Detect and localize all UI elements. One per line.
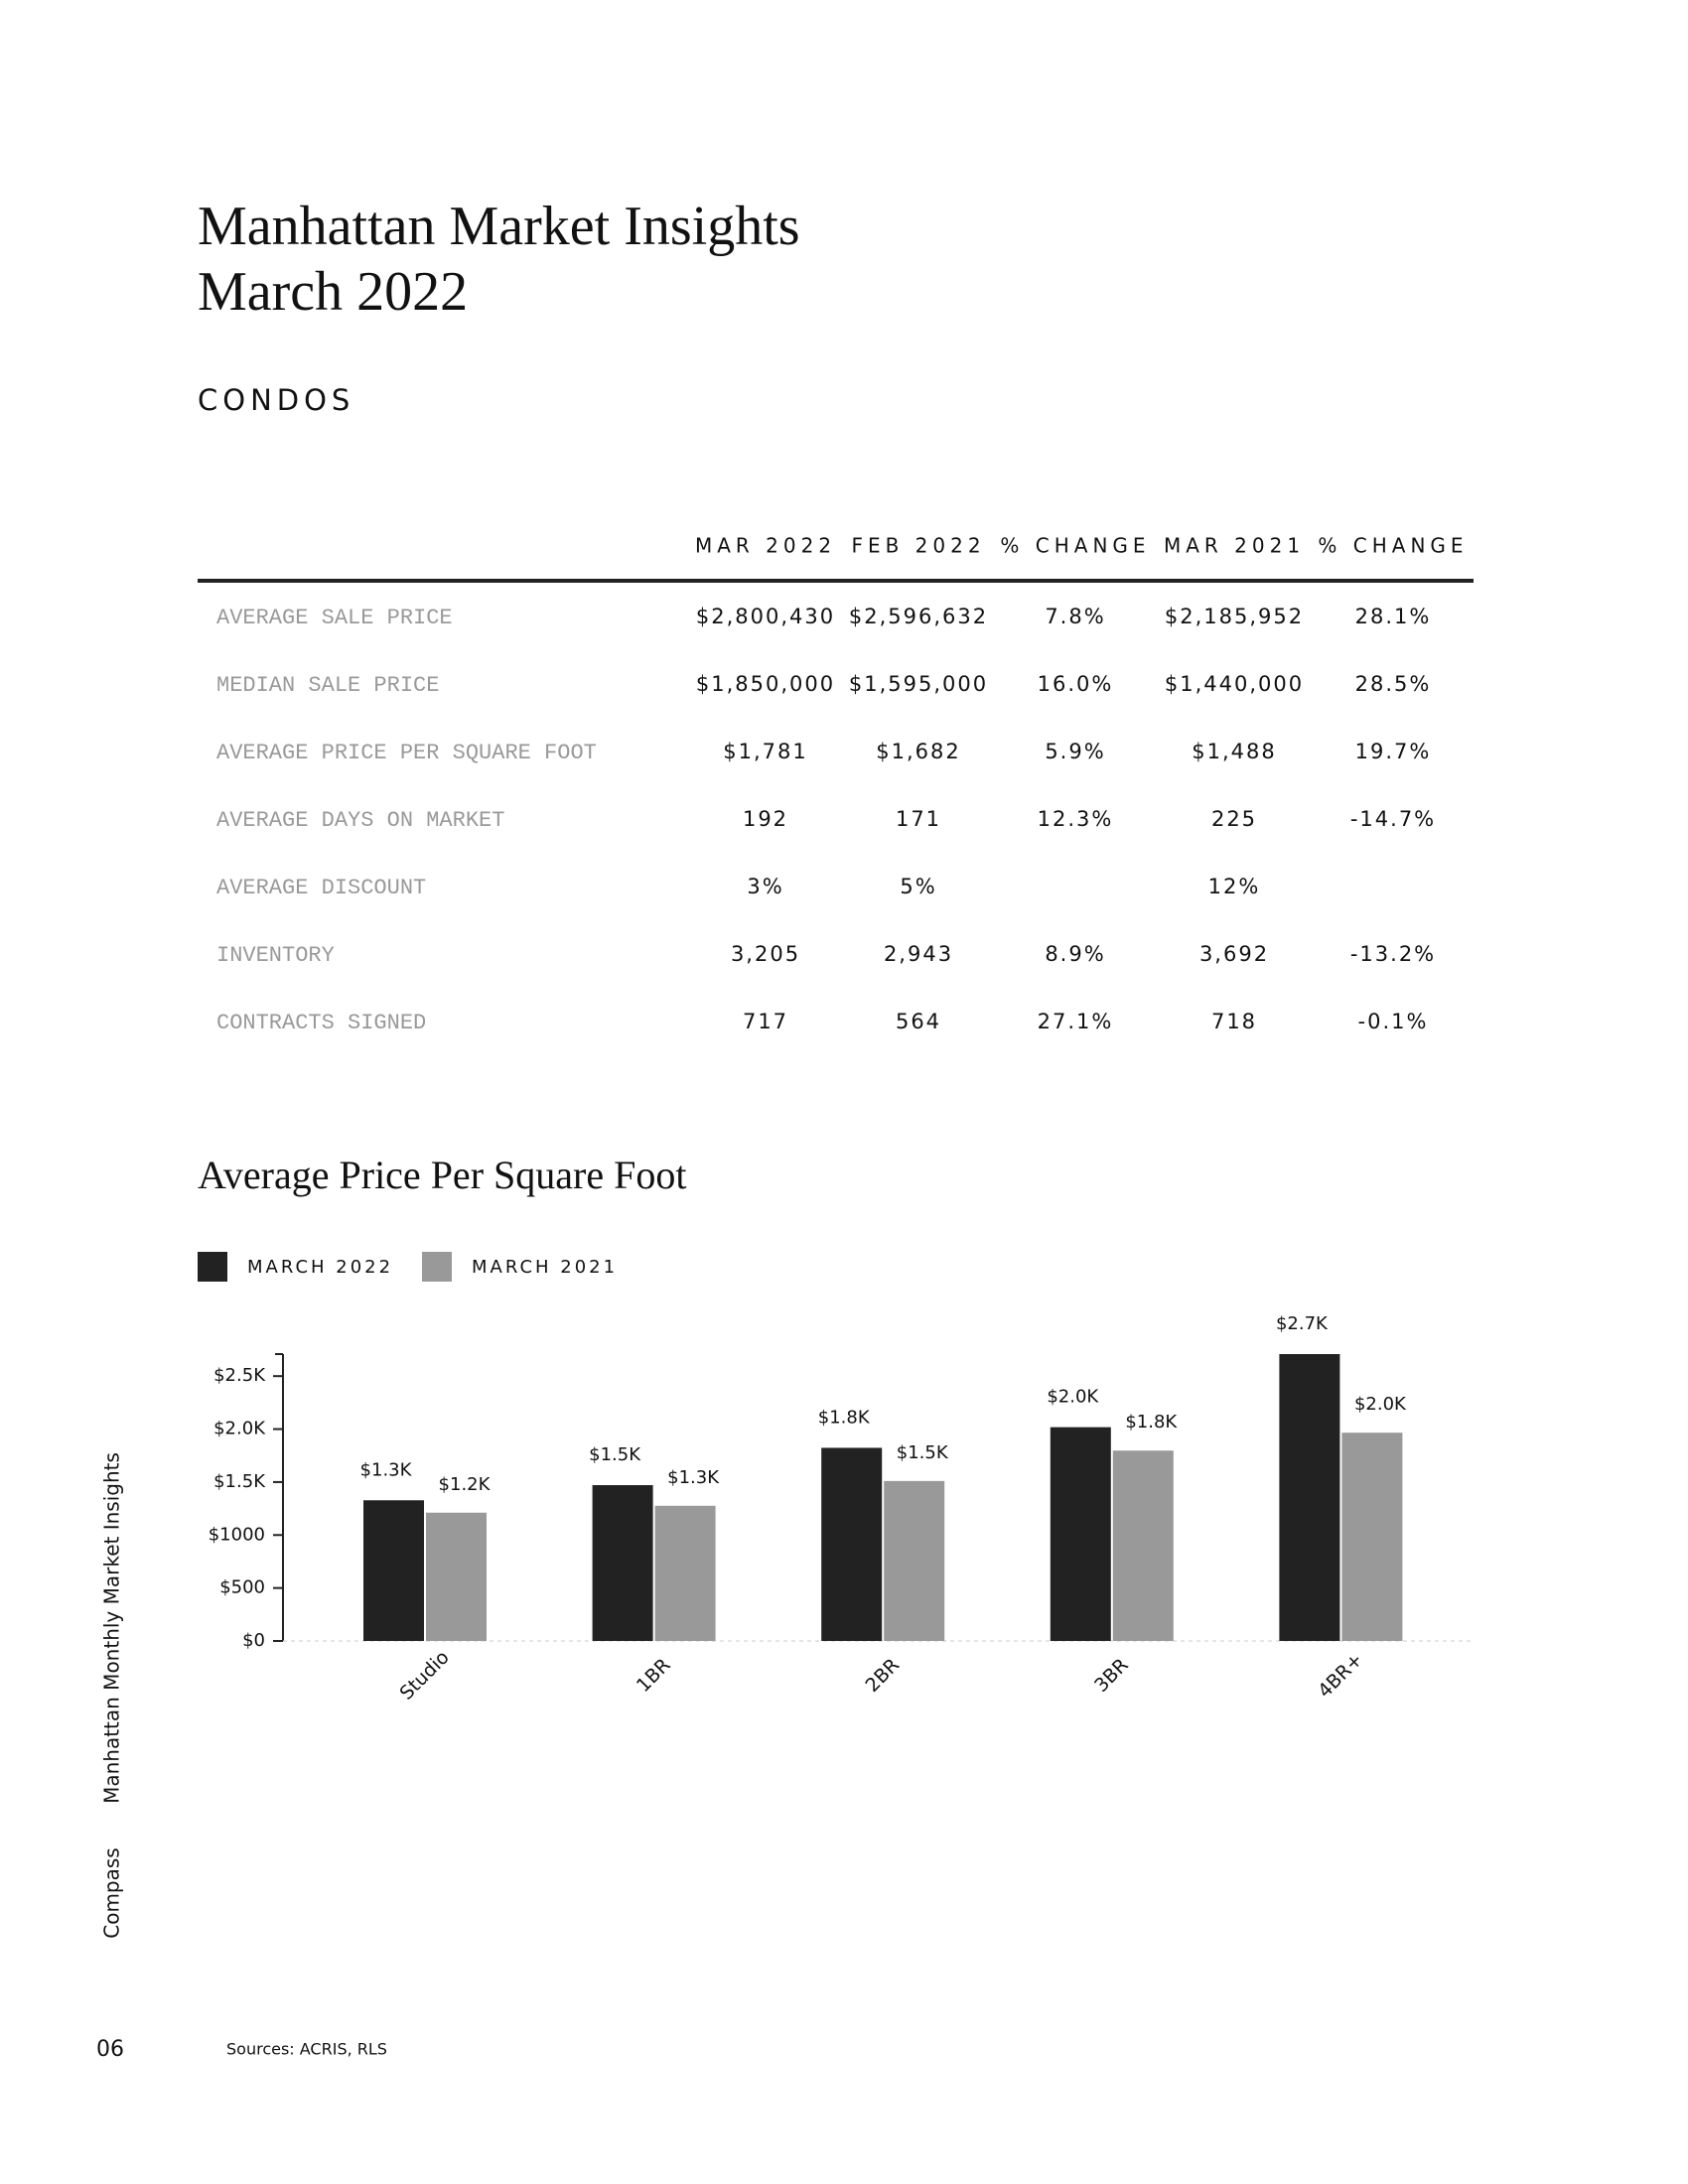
- cell: -0.1%: [1358, 1010, 1429, 1033]
- cell: 27.1%: [1038, 1010, 1114, 1033]
- y-tick-label: $0: [242, 1630, 265, 1651]
- value-label: $1.5K: [589, 1444, 641, 1465]
- row-label: AVERAGE DAYS ON MARKET: [216, 808, 504, 833]
- cell: -13.2%: [1350, 942, 1436, 966]
- value-label: $1.8K: [1125, 1412, 1178, 1433]
- row-label: AVERAGE PRICE PER SQUARE FOOT: [216, 741, 597, 765]
- cell: $2,596,632: [849, 605, 988, 628]
- row-label: AVERAGE SALE PRICE: [216, 606, 453, 630]
- cell: -14.7%: [1350, 807, 1436, 831]
- value-label: $2.0K: [1047, 1387, 1099, 1408]
- cell: $1,440,000: [1165, 672, 1304, 696]
- cell: 28.1%: [1355, 605, 1432, 628]
- x-tick-label: Studio: [395, 1646, 453, 1704]
- title: March 2022: [198, 261, 468, 323]
- x-tick-label: 3BR: [1090, 1654, 1133, 1697]
- page-number: 06: [96, 2037, 124, 2062]
- bar: [884, 1480, 945, 1641]
- bar: [1112, 1450, 1174, 1641]
- y-tick-label: $500: [219, 1577, 265, 1598]
- bar: [1341, 1433, 1403, 1641]
- column-header: % CHANGE: [1318, 534, 1468, 558]
- cell: 171: [896, 807, 941, 831]
- cell: 5%: [900, 875, 936, 898]
- x-tick-label: 4BR+: [1314, 1649, 1367, 1703]
- value-label: $2.7K: [1276, 1313, 1329, 1334]
- value-label: $1.3K: [667, 1467, 720, 1488]
- value-label: $1.2K: [439, 1474, 492, 1495]
- y-tick-label: $2.0K: [213, 1419, 266, 1439]
- cell: 717: [743, 1010, 788, 1033]
- row-label: INVENTORY: [216, 943, 335, 968]
- cell: 12.3%: [1038, 807, 1114, 831]
- x-tick-label: 2BR: [862, 1654, 905, 1697]
- legend-swatch: [198, 1252, 227, 1282]
- bar: [821, 1447, 883, 1641]
- column-header: % CHANGE: [1000, 534, 1150, 558]
- value-label: $2.0K: [1354, 1394, 1407, 1415]
- value-label: $1.8K: [818, 1407, 871, 1428]
- row-label: MEDIAN SALE PRICE: [216, 673, 439, 698]
- cell: 564: [896, 1010, 941, 1033]
- sidebar-text: Manhattan Monthly Market Insights: [100, 1452, 124, 1804]
- column-header: MAR 2022: [695, 534, 836, 558]
- cell: $1,682: [876, 740, 960, 763]
- cell: $2,800,430: [696, 605, 835, 628]
- row-label: AVERAGE DISCOUNT: [216, 876, 426, 900]
- cell: 19.7%: [1355, 740, 1432, 763]
- chart-title: Average Price Per Square Foot: [198, 1153, 686, 1197]
- cell: $2,185,952: [1165, 605, 1304, 628]
- bar: [654, 1505, 716, 1641]
- bar: [592, 1485, 653, 1641]
- cell: 7.8%: [1045, 605, 1105, 628]
- cell: 12%: [1208, 875, 1261, 898]
- cell: 192: [743, 807, 788, 831]
- cell: 28.5%: [1355, 672, 1432, 696]
- cell: 225: [1211, 807, 1257, 831]
- legend-label: MARCH 2022: [247, 1257, 393, 1278]
- section-label: CONDOS: [198, 383, 354, 417]
- bar: [1050, 1427, 1111, 1641]
- value-label: $1.3K: [360, 1459, 413, 1480]
- cell: 718: [1211, 1010, 1257, 1033]
- column-header: MAR 2021: [1164, 534, 1305, 558]
- bar: [426, 1512, 487, 1641]
- legend-label: MARCH 2021: [472, 1257, 618, 1278]
- cell: 5.9%: [1045, 740, 1105, 763]
- cell: $1,781: [723, 740, 807, 763]
- cell: 3,205: [731, 942, 800, 966]
- cell: 16.0%: [1038, 672, 1114, 696]
- cell: 8.9%: [1045, 942, 1105, 966]
- cell: 3%: [747, 875, 783, 898]
- y-tick-label: $1000: [209, 1524, 265, 1545]
- cell: 2,943: [884, 942, 953, 966]
- column-header: FEB 2022: [851, 534, 985, 558]
- cell: $1,488: [1192, 740, 1276, 763]
- title: Manhattan Market Insights: [198, 196, 800, 257]
- cell: 3,692: [1199, 942, 1269, 966]
- row-label: CONTRACTS SIGNED: [216, 1011, 426, 1035]
- x-tick-label: 1BR: [633, 1654, 675, 1697]
- bar: [1279, 1354, 1340, 1641]
- legend-swatch: [422, 1252, 452, 1282]
- sidebar-brand: Compass: [100, 1847, 124, 1938]
- value-label: $1.5K: [897, 1442, 949, 1463]
- cell: $1,850,000: [696, 672, 835, 696]
- cell: $1,595,000: [849, 672, 988, 696]
- bar: [363, 1500, 424, 1641]
- sources: Sources: ACRIS, RLS: [226, 2040, 387, 2059]
- y-tick-label: $2.5K: [213, 1365, 266, 1386]
- y-tick-label: $1.5K: [213, 1471, 266, 1492]
